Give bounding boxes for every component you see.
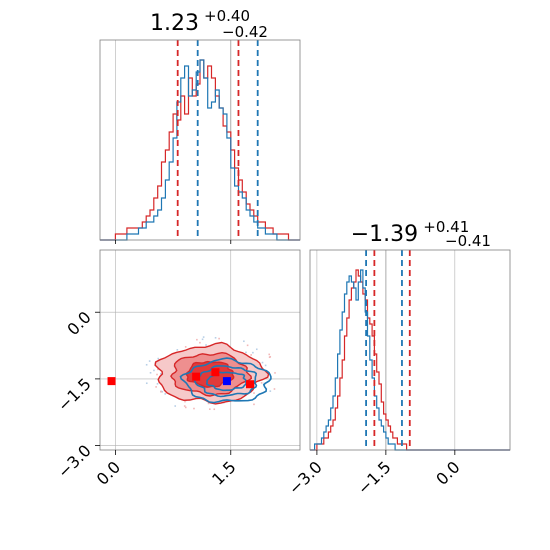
joint-frame	[99, 249, 301, 451]
joint-sample-point	[156, 373, 158, 376]
hist2-xtick-label-2: 0.0	[432, 457, 463, 488]
hist1-red-steps	[100, 59, 300, 241]
joint-sample-point	[161, 390, 164, 393]
joint-sample-point	[196, 338, 198, 341]
joint-sample-point	[246, 344, 249, 347]
joint-sample-point	[157, 368, 159, 371]
joint-red-marker-1	[246, 380, 254, 389]
joint-sample-point	[269, 355, 272, 358]
joint-sample-point	[160, 390, 162, 393]
joint-red-marker-3	[211, 368, 220, 377]
joint-sample-point	[253, 392, 255, 394]
joint-xtick-label-1: 1.5	[208, 457, 239, 488]
hist2-xtick-label-1: −1.5	[354, 457, 395, 498]
joint-sample-point	[159, 372, 162, 375]
joint-sample-point	[253, 403, 255, 406]
joint-sample-point	[205, 344, 207, 346]
joint-sample-point	[174, 405, 177, 407]
joint-sample-point	[176, 349, 179, 351]
joint-blue-contour-1	[193, 365, 258, 398]
joint-sample-point	[245, 351, 247, 354]
joint-sample-point	[199, 341, 201, 344]
hist2-xtick-label-0: −3.0	[285, 457, 326, 498]
joint-sample-point	[213, 408, 216, 411]
joint-sample-point	[252, 351, 254, 354]
param2-title: −1.39 +0.41	[351, 218, 469, 247]
hist1-frame	[99, 39, 301, 241]
joint-sample-point	[145, 382, 148, 385]
joint-sample-point	[184, 406, 187, 409]
joint-sample-point	[260, 382, 263, 384]
histogram-param2	[309, 249, 511, 451]
joint-sample-point	[208, 408, 211, 410]
joint-ytick-label-2: −3.0	[54, 441, 95, 482]
joint-sample-point	[184, 346, 187, 348]
joint-blue-marker-0	[222, 377, 231, 386]
joint-sample-point	[183, 405, 186, 407]
param1-title: 1.23 +0.40	[150, 7, 250, 36]
joint-contour-panel	[99, 249, 301, 451]
joint-xtick-label-0: 0.0	[93, 457, 124, 488]
joint-sample-point	[274, 372, 276, 374]
joint-blue-contour-0	[205, 371, 248, 392]
joint-ytick-label-0: 0.0	[63, 308, 94, 339]
histogram-param1	[99, 39, 301, 241]
joint-sample-point	[155, 386, 157, 388]
joint-sample-point	[269, 390, 272, 392]
joint-sample-point	[202, 336, 205, 338]
joint-sample-point	[207, 402, 210, 405]
hist2-frame	[309, 249, 511, 451]
joint-sample-point	[243, 340, 245, 343]
param2-title-plus: +0.41	[423, 218, 469, 236]
param2-title-value: −1.39	[351, 222, 418, 247]
joint-sample-point	[157, 357, 160, 360]
param1-title-plus: +0.40	[204, 7, 250, 25]
param2-title-minus: −0.41	[445, 232, 491, 250]
joint-sample-point	[214, 336, 217, 339]
joint-red-marker-2	[192, 372, 201, 381]
joint-sample-point	[184, 400, 186, 403]
joint-sample-point	[164, 393, 166, 395]
joint-sample-point	[148, 360, 151, 362]
hist1-blue-steps	[100, 59, 300, 241]
joint-sample-point	[250, 354, 252, 356]
joint-sample-point	[268, 353, 271, 356]
joint-sample-point	[153, 369, 155, 372]
joint-blue-contour-2	[179, 357, 272, 404]
joint-sample-point	[201, 338, 204, 341]
joint-sample-point	[273, 388, 276, 390]
joint-sample-point	[218, 337, 220, 340]
joint-sample-point	[261, 361, 264, 364]
joint-sample-point	[156, 383, 159, 385]
joint-sample-point	[149, 371, 152, 374]
param1-title-value: 1.23	[150, 11, 199, 36]
joint-sample-point	[193, 407, 195, 410]
joint-ytick-label-1: −1.5	[54, 374, 95, 415]
param1-title-minus: −0.42	[222, 23, 268, 41]
joint-red-marker-0	[107, 377, 116, 386]
joint-sample-point	[145, 363, 148, 366]
joint-sample-point	[264, 364, 267, 367]
joint-sample-point	[255, 348, 258, 351]
